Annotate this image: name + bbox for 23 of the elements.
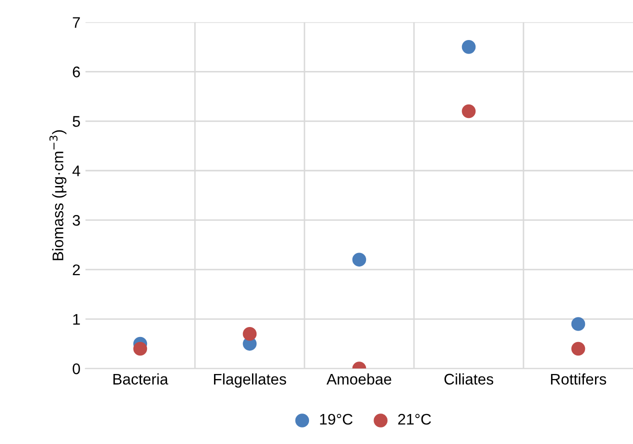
y-tick-label: 5 — [72, 116, 80, 127]
y-tick-label: 0 — [72, 363, 80, 374]
x-tick-label: Amoebae — [326, 373, 392, 385]
x-tick-label: Ciliates — [444, 373, 494, 385]
point — [352, 252, 366, 267]
point — [571, 342, 586, 356]
y-axis-title: Biomass (µg·cm$^{−3}$) — [49, 130, 66, 260]
point — [133, 342, 148, 356]
point — [462, 40, 476, 54]
y-tick-label: 4 — [72, 166, 80, 176]
x-tick-label: Rottifers — [551, 373, 606, 385]
point — [242, 326, 257, 341]
legend-label: 19°C — [320, 414, 353, 425]
x-tick-label: Bacteria — [113, 373, 168, 385]
point — [462, 104, 476, 118]
point — [571, 317, 586, 331]
y-tick-label: 6 — [72, 66, 80, 78]
y-tick-label: 7 — [72, 17, 80, 28]
legend-label: 21°C — [398, 414, 431, 425]
y-tick-label: 2 — [72, 264, 80, 276]
y-tick-label: 3 — [72, 214, 80, 226]
x-tick-label: Flagellates — [214, 373, 286, 388]
y-tick-label: 1 — [73, 314, 80, 325]
